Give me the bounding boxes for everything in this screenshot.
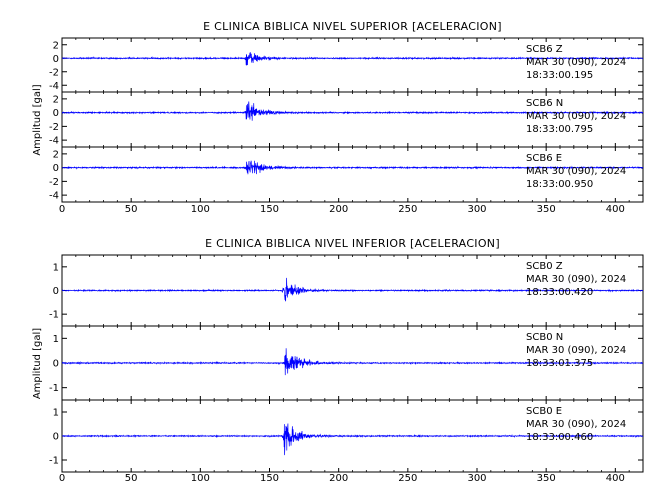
x-tick-label: 50 [125,473,138,484]
trace-label: SCB0 E [526,406,562,417]
trace-date: MAR 30 (090), 2024 [526,345,626,356]
x-tick-label: 50 [125,204,138,215]
trace-time: 18:33:00.420 [526,287,593,298]
trace-time: 18:33:00.195 [526,70,593,81]
waveform-trace [62,52,643,66]
y-tick-label: 0 [53,432,59,443]
y-tick-label: 0 [53,163,59,174]
y-tick-label: -4 [49,81,59,92]
trace-label: SCB6 Z [526,44,563,55]
waveform-trace [62,277,643,302]
x-tick-label: 400 [606,204,625,215]
trace-label: SCB0 N [526,332,563,343]
trace-date: MAR 30 (090), 2024 [526,111,626,122]
x-tick-label: 250 [398,473,417,484]
trace-panel-scb6-n: 2 0 -2 -4 SCB6 N MAR 30 (090), 2024 18:33:00.7… [49,91,644,148]
y-tick-label: -1 [49,456,59,467]
chart-title: E CLINICA BIBLICA NIVEL INFERIOR [ACELER… [205,237,500,250]
trace-time: 18:33:00.950 [526,179,593,190]
y-tick-label: 1 [53,334,59,345]
x-tick-label: 150 [260,204,279,215]
x-tick-label: 350 [537,204,556,215]
chart-title: E CLINICA BIBLICA NIVEL SUPERIOR [ACELER… [203,20,502,33]
x-tick-label: 250 [398,204,417,215]
trace-date: MAR 30 (090), 2024 [526,57,626,68]
trace-label: SCB6 N [526,98,563,109]
y-tick-label: 0 [53,286,59,297]
trace-panel-scb6-e: 2 0 -2 -4 SCB6 E MAR 30 (090), 2024 18:33:00.9… [49,146,644,203]
y-tick-label: -2 [49,122,59,133]
trace-time: 18:33:01.375 [526,358,593,369]
trace-date: MAR 30 (090), 2024 [526,419,626,430]
y-tick-label: 2 [53,149,59,160]
y-tick-label: -2 [49,177,59,188]
waveform-trace [62,160,643,175]
chart-nivel-inferior: E CLINICA BIBLICA NIVEL INFERIOR [ACELER… [32,237,644,484]
trace-label: SCB6 E [526,153,562,164]
x-tick-label: 100 [191,204,210,215]
x-tick-label: 300 [467,204,486,215]
y-tick-label: 0 [53,54,59,65]
x-tick-label: 150 [260,473,279,484]
trace-time: 18:33:00.795 [526,124,593,135]
y-tick-label: 2 [53,94,59,105]
trace-panel-scb6-z: 2 0 -2 -4 SCB6 Z MAR 30 (090), 2024 18:33:00.1… [49,37,644,93]
chart-nivel-superior: E CLINICA BIBLICA NIVEL SUPERIOR [ACELER… [32,20,644,215]
x-tick-label: 100 [191,473,210,484]
y-tick-label: -1 [49,383,59,394]
y-tick-label: -2 [49,67,59,78]
waveform-trace [62,101,643,121]
trace-panel-scb0-e: 1 0 -1 SCB0 E MAR 30 (090), 2024 18:33:00.460 [49,399,644,473]
x-tick-label: 350 [537,473,556,484]
x-tick-label: 0 [59,473,65,484]
trace-date: MAR 30 (090), 2024 [526,274,626,285]
y-tick-label: 0 [53,359,59,370]
x-tick-label: 300 [467,473,486,484]
waveform-trace [62,348,643,376]
y-tick-label: 1 [53,262,59,273]
x-tick-label: 200 [329,204,348,215]
trace-panel-scb0-z: 1 0 -1 SCB0 Z MAR 30 (090), 2024 18:33:00.420 [49,254,644,327]
trace-panel-scb0-n: 1 0 -1 SCB0 N MAR 30 (090), 2024 18:33:01.375 [49,325,644,401]
x-tick-label: 0 [59,204,65,215]
trace-date: MAR 30 (090), 2024 [526,166,626,177]
y-tick-label: 0 [53,108,59,119]
y-tick-label: -1 [49,310,59,321]
waveform-trace [62,423,643,456]
y-tick-label: -4 [49,136,59,147]
y-axis-label: Amplitud [gal] [32,84,43,155]
x-tick-label: 200 [329,473,348,484]
y-axis-label: Amplitud [gal] [32,328,43,399]
trace-label: SCB0 Z [526,261,563,272]
x-tick-label: 400 [606,473,625,484]
trace-time: 18:33:00.460 [526,432,593,443]
y-tick-label: 2 [53,40,59,51]
y-tick-label: -4 [49,191,59,202]
y-tick-label: 1 [53,408,59,419]
